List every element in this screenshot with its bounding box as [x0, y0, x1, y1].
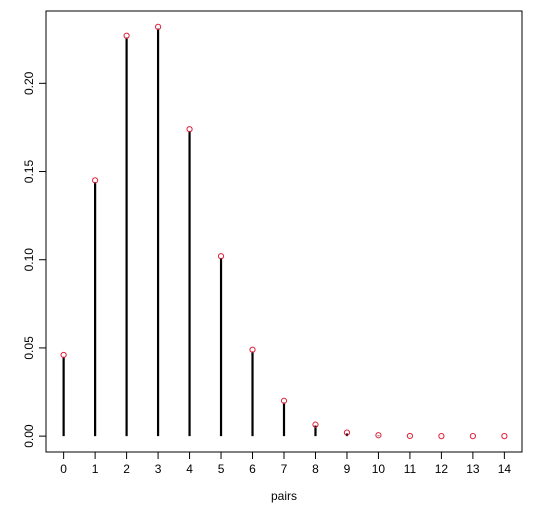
x-tick-label: 0 [60, 462, 67, 476]
x-tick-label: 13 [466, 462, 480, 476]
x-tick-label: 9 [344, 462, 351, 476]
spike-series [62, 28, 412, 437]
x-tick-label: 6 [249, 462, 256, 476]
x-tick-label: 2 [123, 462, 130, 476]
y-tick-label: 0.20 [22, 71, 36, 95]
x-tick-label: 7 [281, 462, 288, 476]
x-tick-label: 3 [155, 462, 162, 476]
data-point [217, 253, 225, 260]
x-tick-label: 10 [372, 462, 386, 476]
x-tick-label: 4 [186, 462, 193, 476]
point-series [60, 23, 508, 440]
x-axis: 0 1 2 3 4 5 6 7 8 9 10 11 12 13 14 [60, 452, 511, 476]
data-point [123, 32, 130, 39]
plot-frame [45, 10, 523, 453]
data-point [343, 429, 351, 436]
data-point [249, 346, 256, 353]
y-axis: 0.00 0.05 0.10 0.15 0.20 [22, 71, 46, 448]
data-point [92, 177, 99, 184]
x-tick-label: 11 [404, 462, 417, 476]
data-point [186, 126, 193, 133]
y-tick-label: 0.05 [22, 336, 36, 360]
data-point [375, 432, 382, 439]
x-tick-label: 14 [498, 462, 512, 476]
data-point [438, 433, 445, 440]
data-point [60, 351, 67, 359]
data-point [406, 432, 414, 440]
data-point [501, 433, 508, 440]
x-tick-label: 12 [435, 462, 449, 476]
data-point [312, 421, 319, 428]
x-tick-label: 5 [218, 462, 225, 476]
x-tick-label: 1 [92, 462, 99, 476]
y-tick-label: 0.15 [22, 160, 36, 184]
data-point [469, 433, 476, 440]
x-tick-label: 8 [312, 462, 319, 476]
data-point [154, 23, 162, 30]
y-tick-label: 0.00 [22, 424, 36, 448]
data-point [280, 397, 288, 404]
y-tick-label: 0.10 [22, 248, 36, 272]
x-axis-label: pairs [271, 489, 297, 503]
